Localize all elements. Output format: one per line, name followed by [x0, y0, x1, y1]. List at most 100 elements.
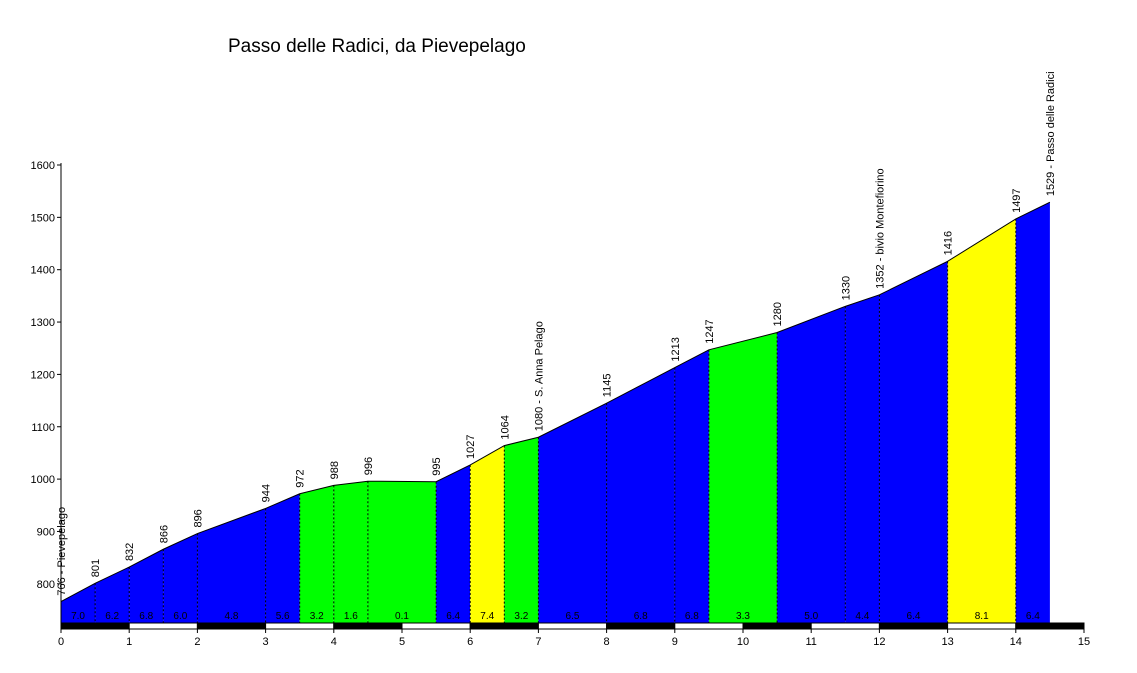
profile-segment [333, 481, 368, 623]
altitude-label: 1497 [1011, 188, 1023, 212]
gradient-label: 4.8 [225, 611, 239, 622]
scale-block [60, 622, 130, 630]
altitude-label: 1280 [772, 302, 784, 326]
altitude-label: 1330 [840, 276, 852, 300]
profile-segment [163, 533, 198, 623]
altitude-label: 896 [192, 509, 204, 527]
altitude-label: 995 [431, 457, 443, 475]
altitude-label: 972 [295, 469, 307, 487]
y-tick-label: 800 [37, 579, 55, 591]
profile-segment [265, 493, 300, 623]
profile-segment [367, 481, 437, 623]
profile-segment [129, 549, 164, 623]
gradient-label: 6.4 [446, 611, 460, 622]
y-tick-label: 1100 [31, 422, 55, 434]
scale-block [401, 622, 471, 630]
profile-segment [470, 445, 505, 623]
altitude-label: 996 [363, 457, 375, 475]
kilometer-dividers [94, 218, 1017, 623]
gradient-label: 6.8 [634, 611, 648, 622]
profile-segment [708, 332, 778, 623]
gradient-label: 7.4 [480, 611, 494, 622]
y-tick-label: 1600 [31, 160, 55, 172]
altitude-labels: 766 - Pievepelago 801 832 866 896 944 972 988 99… [56, 71, 1057, 595]
gradient-label: 4.4 [855, 611, 869, 622]
altitude-label: 832 [124, 543, 136, 561]
altitude-label: 1529 - Passo delle Radici [1045, 71, 1057, 196]
gradient-label: 8.1 [975, 611, 989, 622]
x-tick-label: 13 [941, 636, 953, 648]
x-tick-label: 3 [263, 636, 269, 648]
altitude-label: 1064 [499, 415, 511, 439]
altitude-label: 1247 [704, 319, 716, 343]
chart-title: Passo delle Radici, da Pievepelago [228, 36, 526, 57]
gradient-label: 3.3 [736, 611, 750, 622]
x-tick-label: 8 [604, 636, 610, 648]
x-tick-label: 9 [672, 636, 678, 648]
gradient-labels: 7.0 6.2 6.8 6.0 4.8 5.6 3.2 1.6 0.1 6.4 7.4 3.2 6.5 6… [71, 611, 1040, 622]
x-tick-label: 0 [58, 636, 64, 648]
profile-segment [61, 583, 96, 623]
gradient-label: 6.5 [566, 611, 580, 622]
gradient-label: 3.2 [310, 611, 324, 622]
gradient-label: 5.0 [804, 611, 818, 622]
profile-segment [504, 437, 539, 623]
x-tick-label: 15 [1078, 636, 1090, 648]
x-tick-label: 7 [535, 636, 541, 648]
gradient-label: 6.8 [685, 611, 699, 622]
gradient-label: 6.4 [907, 611, 921, 622]
scale-block [1015, 622, 1085, 630]
gradient-label: 6.8 [139, 611, 153, 622]
profile-segment [299, 485, 334, 623]
altitude-label: 1352 - bivio Montefiorino [874, 168, 886, 288]
y-tick-label: 1000 [31, 474, 55, 486]
gradient-label: 1.6 [344, 611, 358, 622]
scale-block [196, 622, 267, 630]
profile-segment [436, 464, 471, 623]
scale-block [333, 622, 403, 630]
scale-block [537, 622, 608, 630]
profile-segments [60, 201, 1051, 623]
y-tick-label: 1500 [31, 212, 55, 224]
altitude-label: 801 [90, 559, 102, 577]
profile-segment [95, 567, 130, 623]
scale-block [947, 622, 1017, 630]
scale-block [810, 622, 880, 630]
distance-scale-bar [60, 622, 1085, 630]
altitude-label: 1027 [465, 434, 477, 458]
gradient-label: 7.0 [71, 611, 85, 622]
x-tick-label: 14 [1010, 636, 1022, 648]
scale-block [128, 622, 198, 630]
profile-segment [606, 367, 675, 623]
x-tick-label: 5 [399, 636, 405, 648]
gradient-label: 3.2 [514, 611, 528, 622]
gradient-label: 6.4 [1026, 611, 1040, 622]
x-tick-label: 2 [194, 636, 200, 648]
profile-segment [947, 218, 1016, 623]
y-axis: 800 900 1000 1100 1200 1300 1400 1500 1600 [31, 160, 62, 623]
profile-segment [777, 306, 846, 623]
x-tick-label: 11 [805, 636, 816, 648]
altitude-label: 1080 - S. Anna Pelago [533, 321, 545, 431]
profile-segment [197, 508, 266, 623]
scale-block [878, 622, 949, 630]
profile-segment [538, 403, 607, 623]
profile-segment [845, 294, 880, 623]
altitude-label: 1213 [670, 337, 682, 361]
altitude-label: 988 [329, 461, 341, 479]
x-tick-label: 6 [467, 636, 473, 648]
scale-block [469, 622, 539, 630]
scale-block [742, 622, 812, 630]
gradient-label: 6.2 [105, 611, 119, 622]
x-tick-label: 1 [126, 636, 132, 648]
profile-segment [674, 349, 709, 623]
profile-segment [879, 261, 948, 623]
y-tick-label: 1300 [31, 317, 55, 329]
altitude-label: 944 [261, 484, 273, 502]
altitude-label: 1416 [943, 231, 955, 255]
gradient-label: 5.6 [276, 611, 290, 622]
x-tick-label: 12 [873, 636, 885, 648]
gradient-label: 6.0 [173, 611, 187, 622]
gradient-label: 0.1 [395, 611, 409, 622]
profile-segment [1015, 202, 1050, 623]
